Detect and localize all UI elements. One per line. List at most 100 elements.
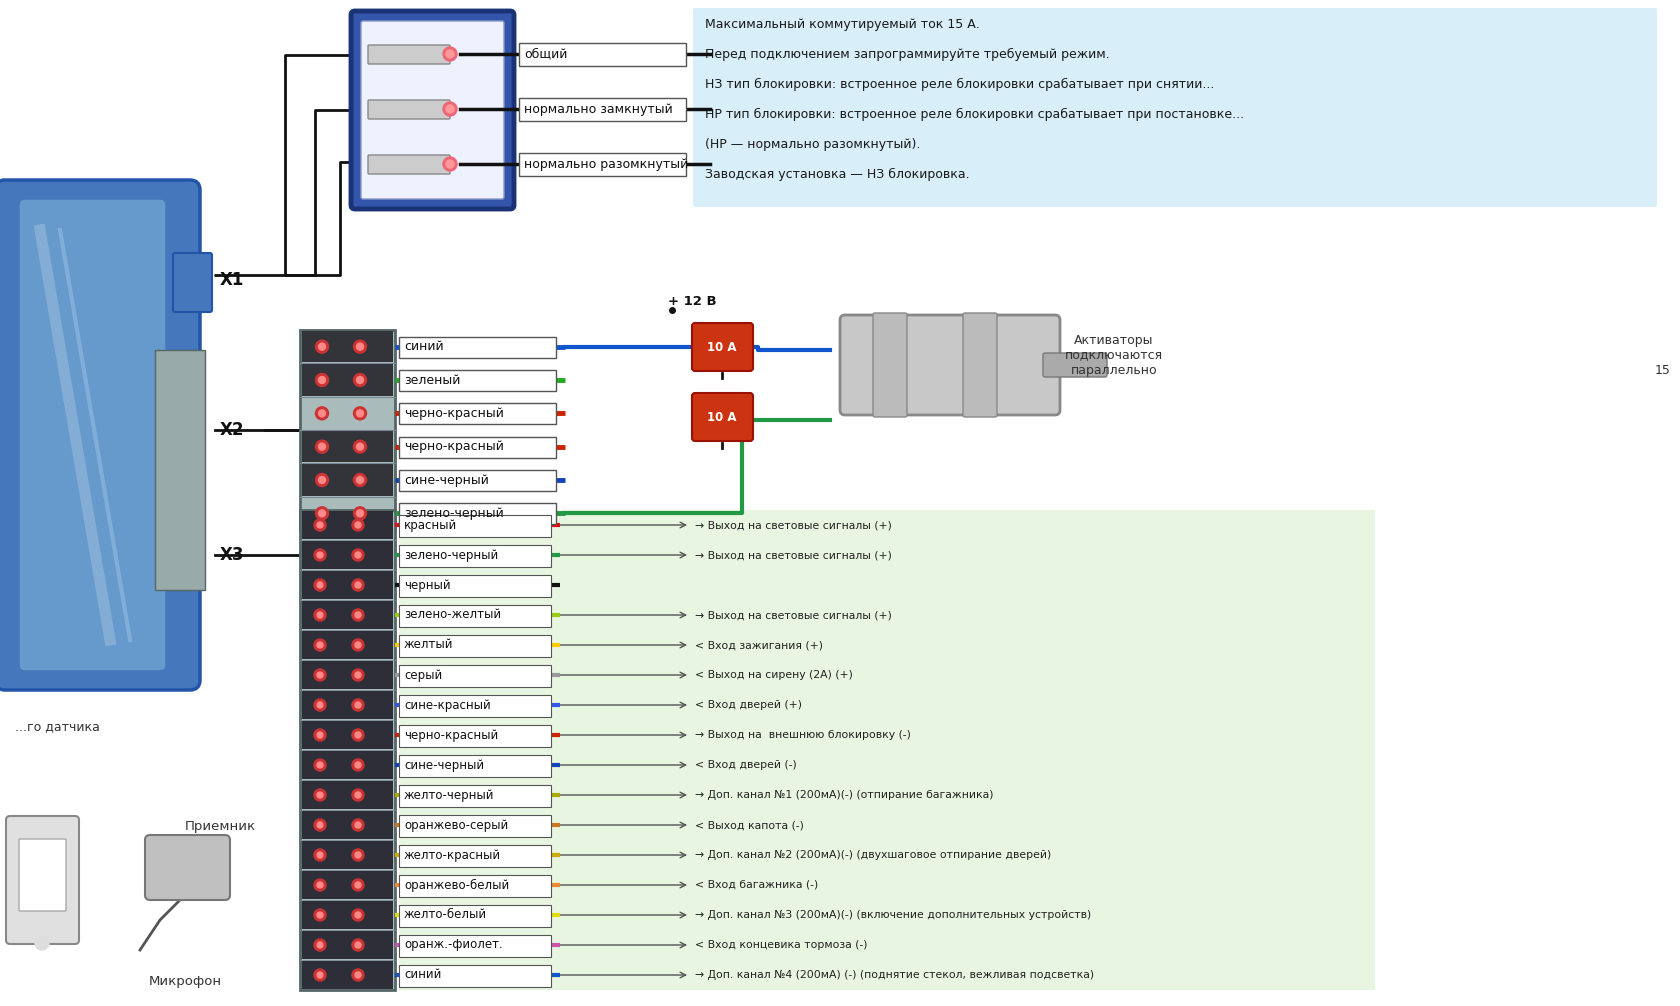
Circle shape: [353, 406, 366, 420]
Circle shape: [316, 441, 328, 453]
Text: оранжево-серый: оранжево-серый: [403, 819, 507, 832]
Text: → Выход на световые сигналы (+): → Выход на световые сигналы (+): [694, 610, 892, 620]
Circle shape: [316, 406, 328, 420]
Text: Перед подключением запрограммируйте требуемый режим.: Перед подключением запрограммируйте треб…: [704, 48, 1109, 61]
Text: → Выход на  внешнюю блокировку (-): → Выход на внешнюю блокировку (-): [694, 730, 911, 740]
Text: оранж.-фиолет.: оранж.-фиолет.: [403, 939, 502, 952]
Circle shape: [444, 157, 457, 171]
Circle shape: [356, 343, 363, 350]
Circle shape: [351, 669, 365, 681]
Circle shape: [314, 519, 326, 531]
Circle shape: [316, 373, 328, 386]
Text: сине-черный: сине-черный: [403, 474, 489, 487]
Circle shape: [314, 579, 326, 591]
FancyBboxPatch shape: [398, 545, 551, 567]
Bar: [302, 541, 393, 569]
FancyBboxPatch shape: [519, 98, 685, 121]
Circle shape: [351, 729, 365, 741]
Circle shape: [314, 819, 326, 831]
Text: синий: синий: [403, 340, 444, 353]
FancyBboxPatch shape: [519, 153, 685, 176]
FancyBboxPatch shape: [144, 835, 230, 900]
FancyBboxPatch shape: [840, 315, 1060, 415]
Text: < Вход зажигания (+): < Вход зажигания (+): [694, 640, 823, 650]
Circle shape: [353, 474, 366, 487]
Circle shape: [354, 882, 361, 888]
Bar: [302, 601, 393, 629]
Text: нормально замкнутый: нормально замкнутый: [524, 103, 672, 116]
Bar: [302, 871, 393, 899]
FancyBboxPatch shape: [368, 155, 450, 174]
FancyBboxPatch shape: [398, 815, 551, 837]
Circle shape: [351, 639, 365, 651]
FancyBboxPatch shape: [692, 8, 1656, 207]
Circle shape: [351, 849, 365, 861]
FancyBboxPatch shape: [398, 875, 551, 897]
Circle shape: [354, 762, 361, 768]
FancyBboxPatch shape: [398, 515, 551, 537]
Circle shape: [35, 936, 49, 950]
Circle shape: [351, 609, 365, 621]
Bar: [302, 465, 393, 496]
Circle shape: [351, 819, 365, 831]
Circle shape: [356, 376, 363, 383]
Circle shape: [318, 912, 323, 918]
Circle shape: [351, 939, 365, 951]
Text: X2: X2: [220, 421, 244, 439]
Circle shape: [314, 549, 326, 561]
Text: синий: синий: [403, 969, 442, 982]
Text: X3: X3: [220, 546, 244, 564]
Circle shape: [356, 510, 363, 517]
FancyBboxPatch shape: [1042, 353, 1107, 377]
Circle shape: [353, 507, 366, 520]
FancyBboxPatch shape: [398, 635, 551, 657]
Circle shape: [444, 102, 457, 116]
Circle shape: [318, 343, 326, 350]
Circle shape: [318, 376, 326, 383]
Text: Микрофон: Микрофон: [148, 975, 222, 988]
Text: X1: X1: [220, 271, 244, 289]
Circle shape: [318, 672, 323, 678]
Circle shape: [318, 732, 323, 738]
Text: → Выход на световые сигналы (+): → Выход на световые сигналы (+): [694, 520, 892, 530]
Circle shape: [314, 909, 326, 921]
FancyBboxPatch shape: [18, 199, 166, 671]
Circle shape: [318, 882, 323, 888]
Bar: [302, 571, 393, 599]
Circle shape: [444, 47, 457, 61]
Bar: [302, 331, 393, 362]
Bar: [302, 661, 393, 689]
Circle shape: [356, 444, 363, 450]
Circle shape: [351, 759, 365, 771]
FancyBboxPatch shape: [398, 503, 556, 524]
Circle shape: [354, 732, 361, 738]
FancyBboxPatch shape: [398, 785, 551, 807]
Text: желто-белый: желто-белый: [403, 908, 487, 921]
Circle shape: [316, 340, 328, 353]
Text: НЗ тип блокировки: встроенное реле блокировки срабатывает при снятии...: НЗ тип блокировки: встроенное реле блоки…: [704, 78, 1213, 92]
Circle shape: [318, 702, 323, 708]
Circle shape: [354, 942, 361, 948]
Text: НР тип блокировки: встроенное реле блокировки срабатывает при постановке...: НР тип блокировки: встроенное реле блоки…: [704, 108, 1243, 121]
Circle shape: [445, 105, 454, 113]
Circle shape: [353, 340, 366, 353]
FancyBboxPatch shape: [351, 11, 514, 209]
Bar: [302, 431, 393, 463]
Bar: [302, 691, 393, 719]
Circle shape: [314, 639, 326, 651]
Bar: [302, 751, 393, 779]
FancyBboxPatch shape: [398, 337, 556, 358]
Circle shape: [318, 642, 323, 648]
FancyBboxPatch shape: [299, 510, 395, 990]
Circle shape: [314, 699, 326, 711]
Circle shape: [314, 729, 326, 741]
Circle shape: [314, 669, 326, 681]
FancyBboxPatch shape: [368, 100, 450, 119]
Text: зелено-желтый: зелено-желтый: [403, 609, 501, 622]
Text: нормально разомкнутый: нормально разомкнутый: [524, 158, 687, 170]
Text: желтый: желтый: [403, 639, 454, 652]
Circle shape: [354, 702, 361, 708]
FancyBboxPatch shape: [692, 323, 753, 371]
Circle shape: [354, 612, 361, 618]
FancyBboxPatch shape: [963, 313, 996, 417]
